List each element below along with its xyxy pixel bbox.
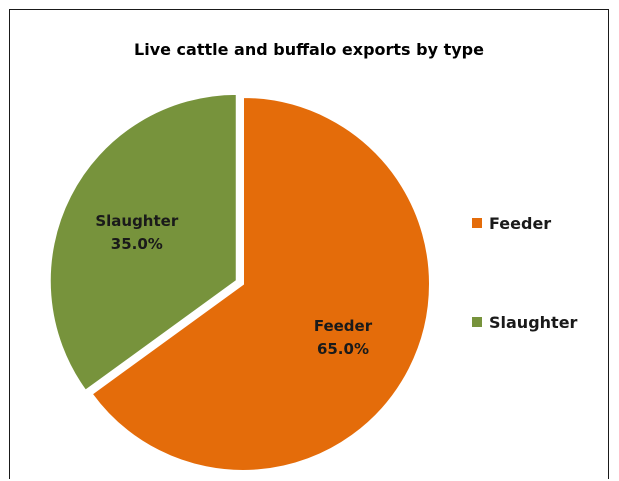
legend-item-feeder: Feeder <box>472 213 577 233</box>
legend-swatch-slaughter <box>472 317 482 327</box>
legend-item-slaughter: Slaughter <box>472 312 577 332</box>
slice-label-value-slaughter: 35.0% <box>111 235 163 253</box>
chart-title: Live cattle and buffalo exports by type <box>134 40 484 59</box>
slice-label-name-feeder: Feeder <box>314 317 373 335</box>
pie-slice-feeder <box>90 95 431 472</box>
legend-swatch-feeder <box>472 218 482 228</box>
pie-chart: Feeder 65.0% Slaughter 35.0% <box>48 92 431 472</box>
legend-label-feeder: Feeder <box>489 213 552 233</box>
slice-label-value-feeder: 65.0% <box>317 340 369 358</box>
legend: Feeder Slaughter <box>472 213 577 332</box>
chart-frame: Live cattle and buffalo exports by type … <box>9 9 609 479</box>
pie-slice-slaughter <box>48 92 238 393</box>
slice-label-name-slaughter: Slaughter <box>95 212 179 230</box>
legend-label-slaughter: Slaughter <box>489 312 578 332</box>
